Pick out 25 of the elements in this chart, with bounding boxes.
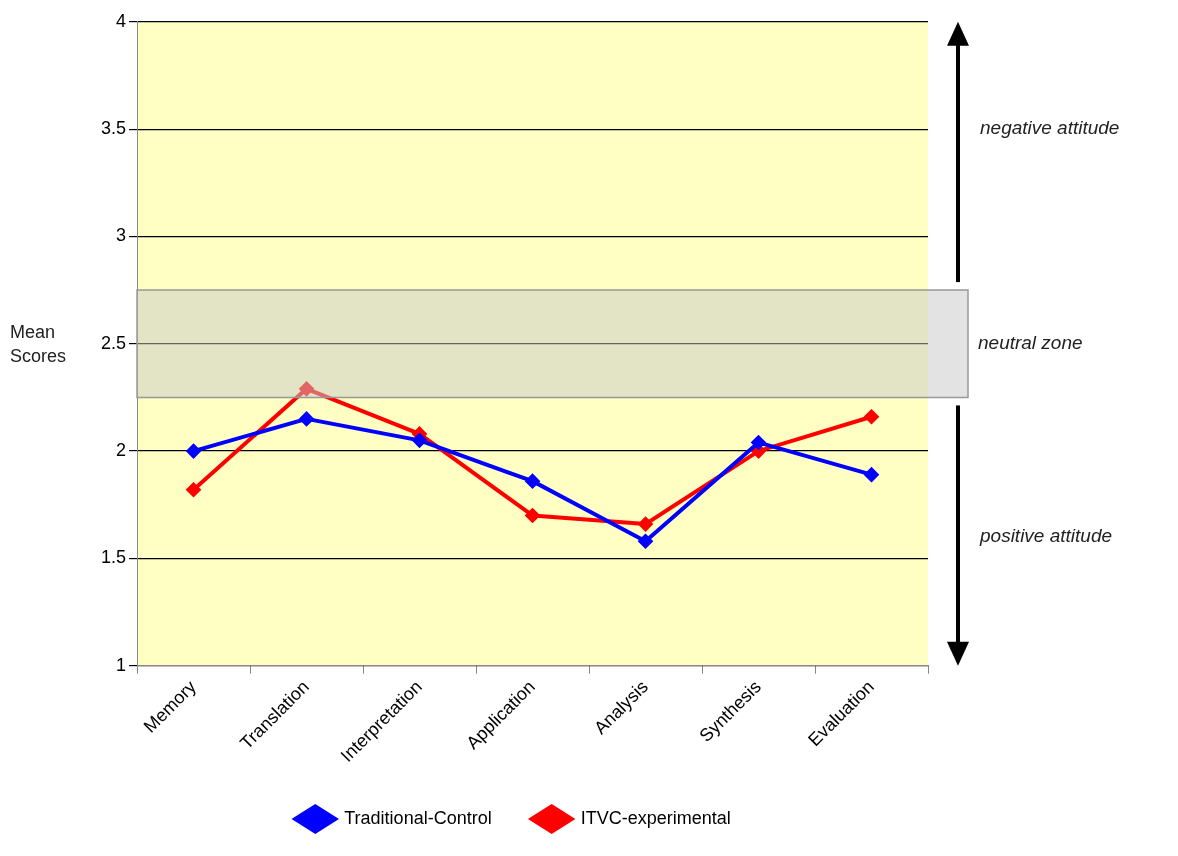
point [299,381,314,396]
point [525,508,540,523]
point [525,474,540,489]
point [412,433,427,448]
point [864,409,879,424]
point [186,444,201,459]
point [638,517,653,532]
y-tick-label: 3 [116,225,127,246]
y-axis-title: Mean Scores [10,322,67,366]
point [864,467,879,482]
point [299,411,314,426]
text: positive attitude [979,525,1113,547]
point [751,435,766,450]
y-tick-label: 2 [116,440,127,461]
y-tick-label: 3.5 [100,118,127,139]
point [186,482,201,497]
legend-label: ITVC-experimental [580,807,731,828]
y-tick-label: 2.5 [100,332,127,353]
y-tick-label: 1.5 [100,547,127,568]
text: negative attitude [980,117,1120,139]
y-tick-label: 1 [116,654,127,675]
band-label: neutral zone [978,332,1083,354]
y-tick-label: 4 [116,10,127,31]
point [638,534,653,549]
legend-label: Traditional-Control [344,807,492,828]
